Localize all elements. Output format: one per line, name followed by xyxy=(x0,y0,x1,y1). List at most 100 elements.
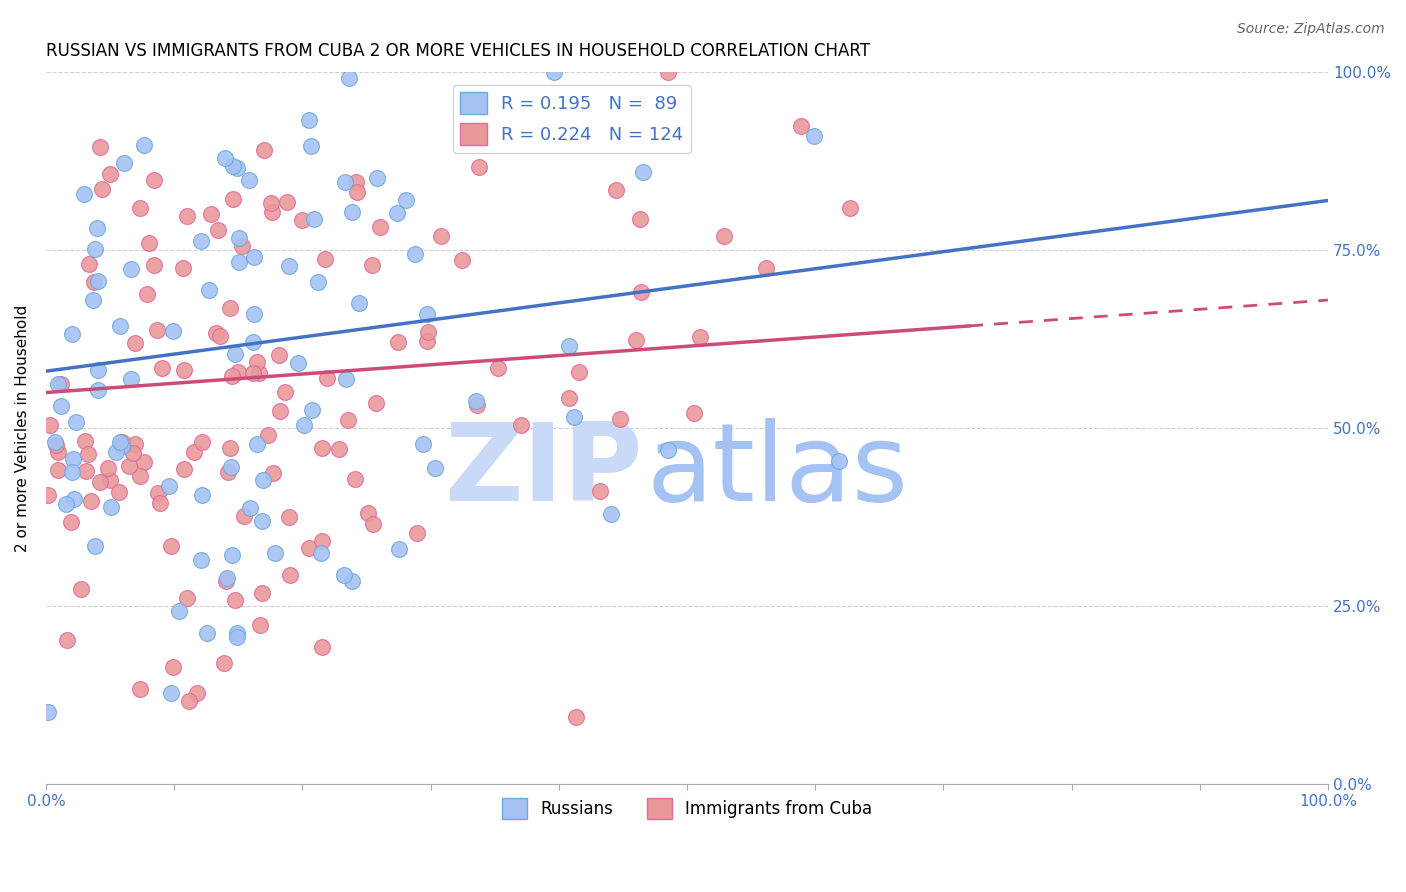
Point xyxy=(803,128,825,143)
Point xyxy=(278,568,301,582)
Point xyxy=(828,454,851,468)
Point xyxy=(70,582,93,597)
Point xyxy=(404,247,426,261)
Point xyxy=(302,211,325,226)
Point xyxy=(122,446,145,460)
Point xyxy=(628,212,651,227)
Point xyxy=(225,625,247,640)
Point xyxy=(342,204,364,219)
Point xyxy=(128,468,150,483)
Point xyxy=(558,391,581,405)
Point xyxy=(60,465,83,479)
Point xyxy=(565,710,588,724)
Point xyxy=(169,604,191,618)
Point xyxy=(269,404,291,418)
Point xyxy=(75,463,97,477)
Point xyxy=(257,427,280,442)
Point xyxy=(264,546,287,560)
Point xyxy=(262,466,284,480)
Point xyxy=(624,333,647,347)
Point xyxy=(221,548,243,562)
Point xyxy=(298,113,321,128)
Point xyxy=(335,372,357,386)
Point xyxy=(361,258,384,272)
Point xyxy=(246,355,269,369)
Point xyxy=(609,411,631,425)
Point xyxy=(543,65,565,79)
Point xyxy=(416,325,439,339)
Point xyxy=(146,323,169,337)
Point xyxy=(221,460,243,475)
Text: ZIP: ZIP xyxy=(444,417,643,524)
Point xyxy=(238,173,260,187)
Point xyxy=(225,630,247,644)
Point xyxy=(62,491,84,506)
Point xyxy=(162,324,184,338)
Point xyxy=(562,410,585,425)
Point xyxy=(90,182,112,196)
Point xyxy=(250,514,273,528)
Point xyxy=(337,70,360,85)
Point xyxy=(336,413,359,427)
Point xyxy=(38,417,60,432)
Point xyxy=(73,186,96,201)
Point xyxy=(205,326,228,340)
Point xyxy=(486,361,509,376)
Point xyxy=(218,301,240,315)
Text: atlas: atlas xyxy=(645,417,908,524)
Point xyxy=(387,335,409,350)
Point xyxy=(44,435,66,450)
Point xyxy=(242,334,264,349)
Point xyxy=(222,192,245,206)
Point xyxy=(200,207,222,221)
Point xyxy=(243,307,266,321)
Point xyxy=(630,285,652,299)
Point xyxy=(246,437,269,451)
Point xyxy=(790,120,813,134)
Point xyxy=(291,213,314,227)
Point xyxy=(333,567,356,582)
Point xyxy=(120,261,142,276)
Point xyxy=(132,137,155,152)
Point xyxy=(231,238,253,252)
Point xyxy=(425,461,447,475)
Point xyxy=(190,553,212,567)
Point xyxy=(465,398,488,412)
Point xyxy=(160,686,183,700)
Point xyxy=(755,261,778,276)
Point xyxy=(228,231,250,245)
Point xyxy=(215,571,238,585)
Point xyxy=(278,259,301,273)
Point xyxy=(510,417,533,432)
Point xyxy=(97,460,120,475)
Point xyxy=(87,383,110,397)
Point xyxy=(314,252,336,267)
Point xyxy=(191,435,214,450)
Point xyxy=(118,458,141,473)
Point xyxy=(84,539,107,553)
Point xyxy=(385,205,408,219)
Point xyxy=(129,681,152,696)
Point xyxy=(395,193,418,207)
Point xyxy=(73,434,96,448)
Point xyxy=(49,399,72,413)
Point xyxy=(89,140,111,154)
Point xyxy=(253,143,276,157)
Point xyxy=(228,365,250,379)
Point xyxy=(689,330,711,344)
Point xyxy=(124,335,146,350)
Point xyxy=(179,694,201,708)
Point xyxy=(328,442,350,457)
Point xyxy=(215,574,238,589)
Point xyxy=(250,586,273,600)
Point xyxy=(558,339,581,353)
Point xyxy=(86,220,108,235)
Point xyxy=(228,255,250,269)
Point xyxy=(222,159,245,173)
Point xyxy=(198,283,221,297)
Point xyxy=(129,202,152,216)
Point xyxy=(89,475,111,490)
Point xyxy=(260,204,283,219)
Point xyxy=(713,229,735,244)
Point xyxy=(568,365,591,379)
